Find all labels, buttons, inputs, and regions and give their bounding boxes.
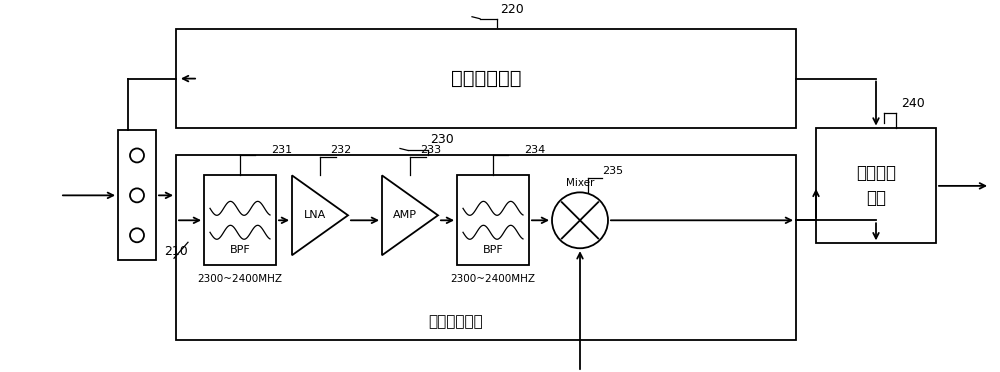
Text: 235: 235 bbox=[602, 166, 623, 176]
Text: 232: 232 bbox=[330, 145, 351, 155]
Text: 2300~2400MHZ: 2300~2400MHZ bbox=[198, 274, 283, 284]
Text: 231: 231 bbox=[271, 145, 292, 155]
Text: 第一处理单元: 第一处理单元 bbox=[451, 69, 521, 88]
Text: 第二处理单元: 第二处理单元 bbox=[429, 315, 483, 330]
Bar bbox=[457, 176, 529, 265]
Text: 234: 234 bbox=[524, 145, 545, 155]
Text: BPF: BPF bbox=[483, 245, 503, 255]
Text: LNA: LNA bbox=[304, 210, 326, 220]
Bar bbox=[176, 29, 796, 128]
Bar bbox=[816, 128, 936, 243]
Polygon shape bbox=[292, 176, 348, 255]
Text: 2300~2400MHZ: 2300~2400MHZ bbox=[450, 274, 536, 284]
Bar bbox=[176, 155, 796, 340]
Text: 210: 210 bbox=[164, 245, 188, 258]
Text: 230: 230 bbox=[430, 134, 454, 147]
Text: 240: 240 bbox=[901, 97, 925, 109]
Text: BPF: BPF bbox=[230, 245, 250, 255]
Bar bbox=[204, 176, 276, 265]
Polygon shape bbox=[382, 176, 438, 255]
Text: 中频滤波
单元: 中频滤波 单元 bbox=[856, 164, 896, 207]
Text: AMP: AMP bbox=[393, 210, 417, 220]
Text: 220: 220 bbox=[500, 3, 524, 16]
Text: 233: 233 bbox=[420, 145, 441, 155]
Text: Mixer: Mixer bbox=[566, 179, 594, 188]
Bar bbox=[118, 131, 156, 260]
